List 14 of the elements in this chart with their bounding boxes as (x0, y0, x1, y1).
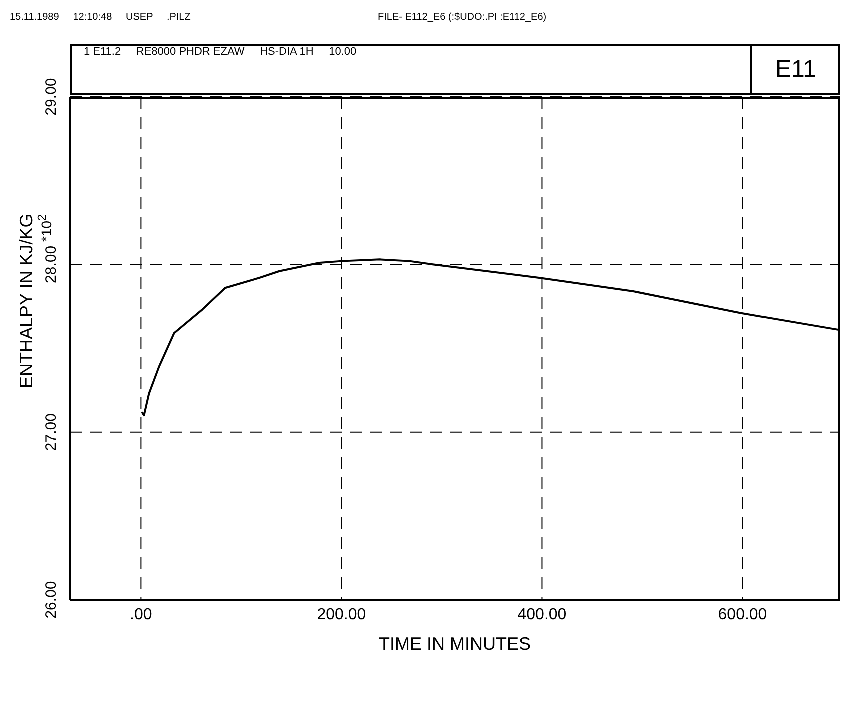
x-tick-label: 600.00 (718, 606, 768, 624)
text: FILE- E112_E6 (:$UDO:.PI :E112_E6) (378, 12, 547, 23)
x-tick-label: 400.00 (518, 606, 567, 624)
x-tick-label: 200.00 (317, 606, 366, 624)
chart-subtitle: 1 E11.2 RE8000 PHDR EZAW HS-DIA 1H 10.00 (84, 46, 357, 58)
y-tick-label: 29.00 (43, 78, 60, 116)
y-tick-label: 26.00 (43, 581, 60, 619)
chart-title: E11 (750, 44, 840, 95)
text: 15.11.1989 12:10:48 USEP .PILZ (10, 12, 191, 23)
y-axis-title: ENTHALPY IN KJ/KG (16, 214, 36, 388)
y-tick-label: 28.00 (43, 246, 60, 284)
x-axis-title: TIME IN MINUTES (379, 634, 531, 654)
y-tick-label: 27.00 (43, 414, 60, 452)
x-tick-label: .00 (130, 606, 152, 624)
